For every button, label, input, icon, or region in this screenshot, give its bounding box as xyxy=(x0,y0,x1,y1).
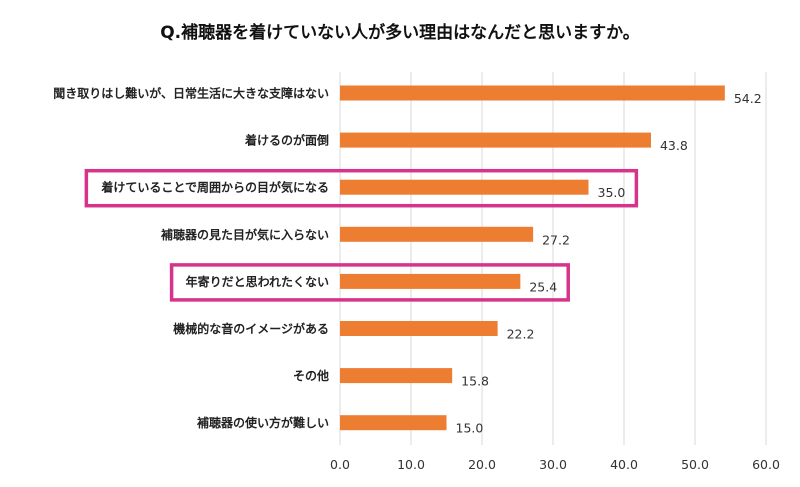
data-label: 15.0 xyxy=(456,421,484,436)
value-labels: 54.2 43.8 35.0 27.2 25.4 22.2 15.8 15.0 xyxy=(456,91,762,436)
data-label: 22.2 xyxy=(507,327,535,342)
chart-title: Q.補聴器を着けていない人が多い理由はなんだと思いますか。 xyxy=(160,23,640,43)
category-label: 補聴器の見た目が気に入らない xyxy=(160,227,329,242)
bar xyxy=(340,368,453,384)
data-label: 15.8 xyxy=(461,374,489,389)
x-axis-ticks: 0.0 10.0 20.0 30.0 40.0 50.0 60.0 xyxy=(330,457,780,472)
x-tick-label: 60.0 xyxy=(752,457,780,472)
x-tick-label: 0.0 xyxy=(330,457,350,472)
category-label: 補聴器の使い方が難しい xyxy=(196,415,329,430)
data-label: 25.4 xyxy=(529,279,557,294)
bar xyxy=(340,321,498,336)
bar xyxy=(340,226,534,242)
data-label: 27.2 xyxy=(542,232,570,247)
bar xyxy=(340,179,589,195)
category-label: 年寄りだと思われたくない xyxy=(186,274,329,289)
bar xyxy=(340,273,521,289)
x-tick-label: 10.0 xyxy=(397,457,425,472)
category-label: 着けるのが面倒 xyxy=(244,133,329,148)
data-label: 54.2 xyxy=(734,91,762,106)
data-label: 43.8 xyxy=(660,138,688,153)
category-label: 聞き取りはし難いが、日常生活に大きな支障はない xyxy=(53,86,329,101)
category-label: 着けていることで周囲からの目が気になる xyxy=(100,180,329,195)
data-label: 35.0 xyxy=(598,185,626,200)
x-tick-label: 30.0 xyxy=(539,457,567,472)
bar xyxy=(340,132,651,148)
x-tick-label: 50.0 xyxy=(681,457,709,472)
highlight-boxes xyxy=(84,168,639,302)
gridlines xyxy=(339,72,767,445)
highlight-box xyxy=(84,168,639,208)
category-labels: 聞き取りはし難いが、日常生活に大きな支障はない着けるのが面倒着けていることで周囲… xyxy=(53,86,329,431)
category-label: 機械的な音のイメージがある xyxy=(173,321,329,336)
highlight-box xyxy=(169,263,570,302)
bars xyxy=(340,85,725,431)
category-label: その他 xyxy=(293,368,329,383)
bar xyxy=(340,415,447,431)
bar xyxy=(340,85,725,101)
x-tick-label: 20.0 xyxy=(468,457,496,472)
x-tick-label: 40.0 xyxy=(610,457,638,472)
